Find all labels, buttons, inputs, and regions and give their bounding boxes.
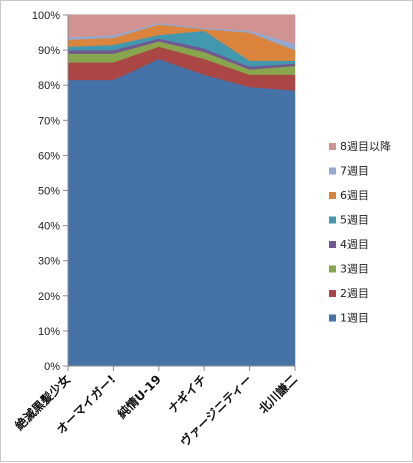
- legend-swatch: [329, 216, 336, 224]
- legend-swatch: [329, 290, 336, 297]
- y-tick-label: 80%: [38, 80, 60, 92]
- legend-swatch: [329, 265, 336, 273]
- axes: [67, 15, 296, 371]
- legend-label: 4週目: [340, 238, 369, 251]
- legend-label: 2週目: [340, 287, 369, 300]
- y-tick-label: 0%: [44, 361, 60, 373]
- area-series: [67, 58, 296, 367]
- legend-label: 3週目: [340, 263, 369, 276]
- x-category-label: 純情U-19: [114, 372, 164, 422]
- legend-swatch: [329, 192, 336, 199]
- legend-label: 1週目: [340, 312, 369, 325]
- y-tick-label: 30%: [38, 256, 60, 268]
- y-axis-ticks: 0% 10% 20% 30% 40% 50% 60% 70% 80% 90% 100%: [32, 10, 60, 373]
- y-tick-label: 50%: [38, 186, 60, 198]
- legend: 8週目以降 7週目 6週目 5週目 4週目 3週目 2週目 1週目: [329, 139, 391, 325]
- y-tick-label: 100%: [32, 10, 60, 22]
- legend-swatch: [329, 241, 336, 248]
- legend-swatch: [329, 167, 336, 175]
- x-category-label: 北川謙二: [256, 372, 301, 417]
- y-tick-label: 70%: [38, 115, 60, 127]
- legend-label: 7週目: [340, 165, 369, 178]
- y-tick-label: 40%: [38, 221, 60, 233]
- y-tick-label: 10%: [38, 326, 60, 338]
- y-tick-label: 20%: [38, 291, 60, 303]
- legend-label: 6週目: [340, 189, 369, 202]
- legend-label: 5週目: [340, 214, 369, 227]
- y-tick-label: 60%: [38, 150, 60, 162]
- x-category-label: ナギイチ: [165, 372, 210, 417]
- legend-label: 8週目以降: [340, 139, 391, 153]
- legend-swatch: [329, 143, 336, 150]
- y-tick-label: 90%: [38, 45, 60, 57]
- legend-swatch: [329, 314, 336, 322]
- area-series: [67, 14, 296, 45]
- area-series: [67, 14, 296, 367]
